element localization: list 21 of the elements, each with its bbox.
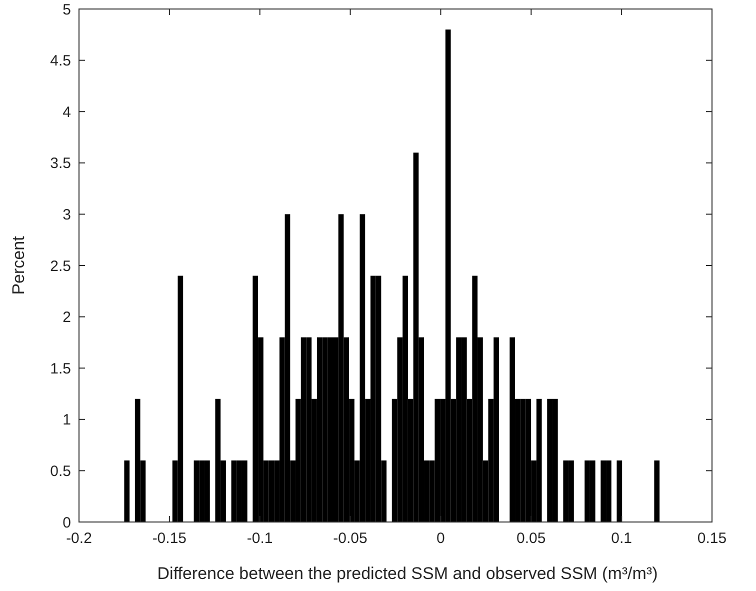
y-tick-label: 3.5 (50, 155, 71, 172)
y-tick-label: 1 (62, 412, 71, 429)
x-axis-title: Difference between the predicted SSM and observed SSM (m³/m³) (157, 564, 658, 583)
x-tick-label: -0.2 (66, 530, 92, 547)
y-tick-label: 1.5 (50, 360, 71, 378)
y-tick-label: 0.5 (50, 462, 71, 480)
y-tick-label: 0 (62, 514, 71, 532)
y-tick-label: 3 (62, 206, 71, 224)
x-tick-label: -0.05 (333, 530, 368, 547)
x-tick-label: 0 (436, 530, 445, 547)
x-tick-label: 0.1 (611, 530, 632, 547)
y-axis-title: Percent (9, 236, 28, 295)
y-tick-label: 2 (62, 309, 71, 326)
y-tick-label: 2.5 (50, 258, 71, 275)
x-tick-label: 0.15 (697, 530, 727, 547)
x-tick-label: -0.15 (152, 530, 187, 547)
x-tick-label: -0.1 (246, 530, 273, 547)
y-tick-label: 5 (62, 1, 71, 18)
x-tick-label: 0.05 (516, 530, 546, 547)
y-tick-label: 4 (62, 104, 71, 121)
y-tick-label: 4.5 (50, 52, 71, 70)
